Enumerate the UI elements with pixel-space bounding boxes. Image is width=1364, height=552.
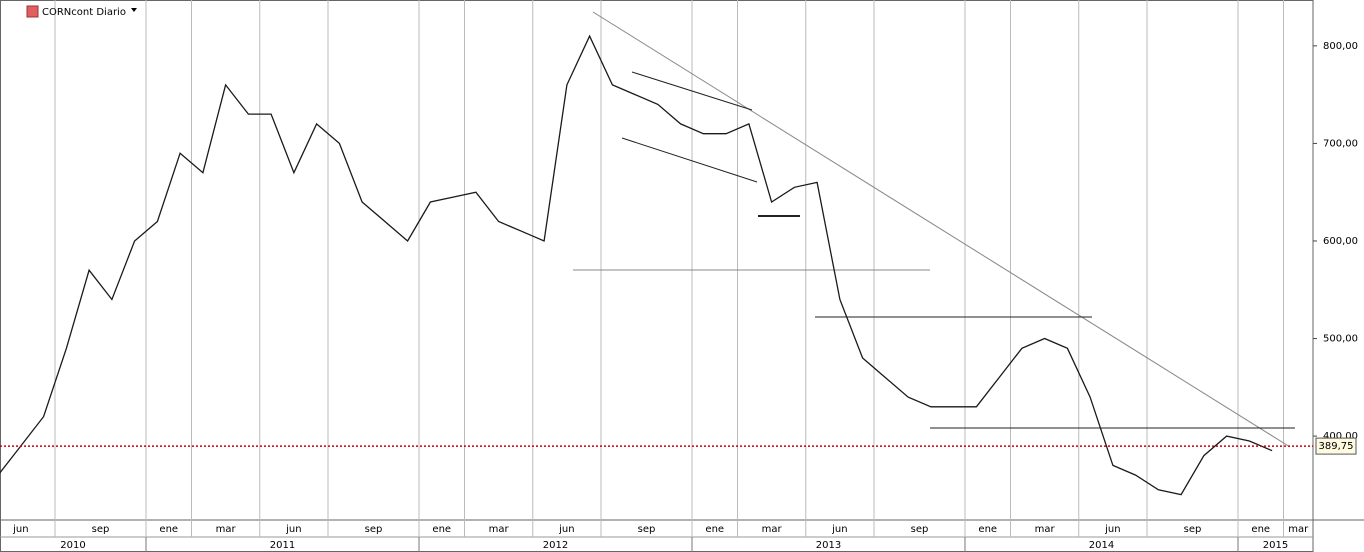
- x-tick-label: ene: [1251, 524, 1270, 535]
- price-line: [0, 34, 1273, 496]
- last-price-label: 389,75: [1319, 441, 1354, 452]
- x-tick-label: mar: [762, 524, 783, 535]
- chart-title: CORNcont Diario: [42, 7, 126, 18]
- x-tick-label: jun: [831, 524, 847, 535]
- y-tick-label: 600,00: [1323, 236, 1358, 247]
- x-tick-label: mar: [1035, 524, 1056, 535]
- x-tick-label: ene: [705, 524, 724, 535]
- channel-line: [631, 71, 753, 111]
- plot: [0, 34, 1313, 496]
- x-tick-label: ene: [159, 524, 178, 535]
- x-tick-label: jun: [558, 524, 574, 535]
- x-tick-label: sep: [911, 524, 929, 535]
- y-tick-label: 400,00: [1323, 431, 1358, 442]
- year-label: 2010: [60, 540, 85, 551]
- x-tick-label: sep: [365, 524, 383, 535]
- x-tick-label: jun: [285, 524, 301, 535]
- x-tick-label: ene: [978, 524, 997, 535]
- year-label: 2013: [816, 540, 841, 551]
- year-label: 2012: [543, 540, 568, 551]
- x-tick-label: ene: [432, 524, 451, 535]
- year-label: 2011: [270, 540, 295, 551]
- year-label: 2014: [1089, 540, 1114, 551]
- axes: 400,00 500,00 600,00 700,00 800,00 jun sep ene m…: [12, 41, 1358, 552]
- y-tick-label: 700,00: [1323, 138, 1358, 149]
- last-price-box: [1315, 437, 1357, 455]
- symbol-icon: [26, 5, 39, 18]
- year-label: 2015: [1263, 540, 1288, 551]
- x-tick-label: jun: [12, 524, 28, 535]
- y-tick-label: 800,00: [1323, 41, 1358, 52]
- x-tick-label: jun: [1104, 524, 1120, 535]
- grid: [54, 0, 1284, 537]
- x-tick-label: mar: [489, 524, 510, 535]
- trendline: [592, 11, 1291, 448]
- drawings: [573, 11, 1295, 448]
- channel-line: [621, 137, 758, 183]
- x-tick-label: mar: [1288, 524, 1309, 535]
- x-tick-label: sep: [638, 524, 656, 535]
- x-tick-label: sep: [1184, 524, 1202, 535]
- x-tick-label: sep: [92, 524, 110, 535]
- x-tick-label: mar: [216, 524, 237, 535]
- dropdown-arrow[interactable]: [131, 8, 137, 12]
- y-tick-label: 500,00: [1323, 334, 1358, 345]
